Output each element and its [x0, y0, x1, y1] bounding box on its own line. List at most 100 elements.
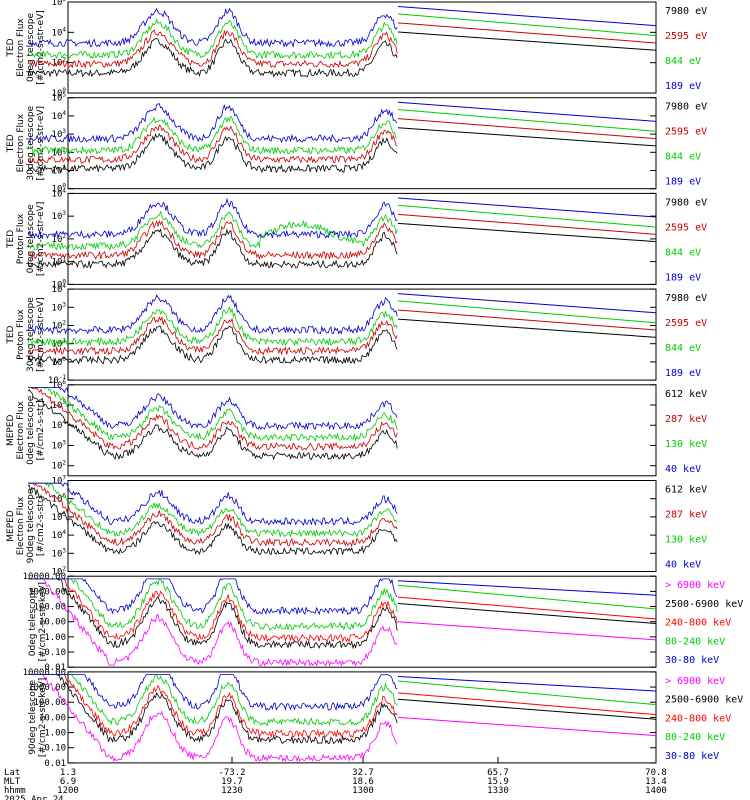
legend-entry: 240-800 keV — [665, 713, 731, 724]
y-tick-label: 101 — [52, 165, 67, 177]
series-extrapolation — [397, 716, 657, 737]
series-extrapolation — [397, 309, 657, 331]
series-extrapolation — [397, 300, 657, 324]
y-tick-label: 103 — [52, 301, 67, 313]
series-trace — [28, 578, 398, 644]
series-trace — [27, 7, 398, 49]
x-tick-label-lat: 65.7 — [487, 768, 509, 778]
legend-entry: 240-800 keV — [665, 618, 731, 629]
legend-entry: 2500-6900 keV — [665, 599, 743, 610]
y-tick-label: 10.00 — [39, 713, 66, 723]
x-tick-label-mlt: 18.6 — [352, 777, 374, 787]
y-tick-label: 106 — [52, 379, 67, 391]
y-axis-label: MEPEDElectron Flux0deg telescope[#/cm2-s… — [6, 395, 46, 465]
legend-entry: 7980 eV — [665, 6, 707, 17]
y-axis-label: TEDElectron Flux30deg telescope[#/cm2-s-… — [6, 105, 46, 180]
series-trace — [28, 674, 398, 738]
y-axis-label: MEPEDElectron Flux90deg telescope[#/cm2-… — [6, 488, 46, 563]
series-extrapolation — [397, 22, 657, 44]
legend-entry: 612 keV — [665, 389, 707, 400]
y-tick-label: 103 — [52, 547, 67, 559]
y-tick-label: 104 — [52, 110, 67, 122]
series-trace — [27, 132, 398, 174]
y-axis-label: TEDElectron Flux0deg telescope[#/cm2-s-s… — [6, 10, 46, 85]
y-tick-label: 0.10 — [44, 744, 66, 754]
y-tick-label: 0.01 — [44, 759, 66, 769]
series-trace — [28, 482, 398, 526]
series-trace — [27, 306, 398, 347]
y-tick-label: 10000.00 — [23, 668, 66, 678]
y-tick-label: 104 — [52, 283, 67, 295]
legend-entry: 2595 eV — [665, 222, 707, 233]
legend-entry: 2595 eV — [665, 318, 707, 329]
series-trace — [27, 210, 398, 251]
y-tick-label: 100.00 — [33, 698, 66, 708]
series-extrapolation — [397, 603, 657, 625]
y-tick-label: 102 — [52, 320, 67, 332]
x-row-label: Lat — [4, 768, 20, 778]
panel-7: 0.01 0.10 1.00 10.00 100.00 1000.00 10000.000d… — [23, 572, 744, 673]
x-tick-label-hhmm: 1230 — [221, 786, 243, 796]
y-tick-label: 100.00 — [33, 603, 66, 613]
series-extrapolation — [397, 621, 657, 641]
x-tick-label-lat: -73.2 — [218, 768, 245, 778]
panel-frame — [67, 1, 657, 94]
legend-entry: 844 eV — [665, 343, 701, 354]
legend-entry: 612 keV — [665, 485, 707, 496]
legend-entry: 80-240 keV — [665, 636, 725, 647]
y-tick-label: 1.00 — [44, 633, 66, 643]
series-trace — [27, 18, 398, 60]
series-extrapolation — [397, 118, 657, 140]
y-tick-label: 100 — [52, 183, 67, 195]
legend-entry: 189 eV — [665, 368, 701, 379]
x-tick-label-lat: 32.7 — [352, 768, 374, 778]
legend-entry: 189 eV — [665, 81, 701, 92]
series-extrapolation — [397, 596, 657, 620]
y-tick-label: 106 — [52, 0, 67, 8]
y-axis-label: TEDProton Flux0deg telescope[#/cm2-s-str… — [6, 202, 46, 277]
x-tick-label-mlt: 6.9 — [60, 777, 76, 787]
panel-frame — [67, 480, 657, 572]
x-tick-label-hhmm: 1400 — [645, 786, 667, 796]
series-trace — [28, 578, 398, 667]
legend-entry: 7980 eV — [665, 102, 707, 113]
x-tick-label-lat: 70.8 — [645, 768, 667, 778]
series-extrapolation — [397, 222, 657, 243]
y-tick-label: 106 — [52, 493, 67, 505]
y-axis-label: TEDProton Flux30deg telescope[#/cm2-s-st… — [6, 297, 46, 372]
series-trace — [27, 484, 398, 556]
legend-entry: 30-80 keV — [665, 751, 719, 762]
y-tick-label: 102 — [52, 566, 67, 578]
y-tick-label: 10-1 — [48, 374, 66, 386]
legend-entry: 189 eV — [665, 177, 701, 188]
series-trace — [27, 124, 398, 164]
series-trace — [28, 578, 398, 616]
y-tick-label: 103 — [52, 128, 67, 140]
legend-entry: 40 keV — [665, 560, 701, 571]
series-trace — [28, 674, 398, 727]
series-extrapolation — [397, 318, 657, 338]
legend-entry: 844 eV — [665, 247, 701, 258]
legend-entry: 844 eV — [665, 152, 701, 163]
y-tick-label: 104 — [52, 419, 67, 431]
series-trace — [27, 389, 398, 461]
date-label: 2025 Apr 24 — [4, 795, 64, 800]
x-row-label: hhmm — [4, 786, 26, 796]
legend-entry: > 6900 keV — [665, 676, 725, 687]
panel-8: 0.01 0.10 1.00 10.00 100.00 1000.00 10000.0090… — [23, 668, 744, 769]
series-extrapolation — [397, 197, 657, 218]
legend-entry: 189 eV — [665, 272, 701, 283]
y-axis-label: 90deg telescope[#/cm2-s-str-keV] — [28, 678, 48, 757]
legend-entry: 2595 eV — [665, 127, 707, 138]
y-tick-label: 1000.00 — [28, 587, 66, 597]
series-trace — [28, 674, 398, 711]
y-tick-label: 1.00 — [44, 729, 66, 739]
series-trace — [28, 578, 398, 631]
series-extrapolation — [397, 101, 657, 122]
panel-frame — [67, 97, 657, 190]
y-tick-label: 107 — [52, 475, 67, 487]
legend-entry: 7980 eV — [665, 293, 707, 304]
